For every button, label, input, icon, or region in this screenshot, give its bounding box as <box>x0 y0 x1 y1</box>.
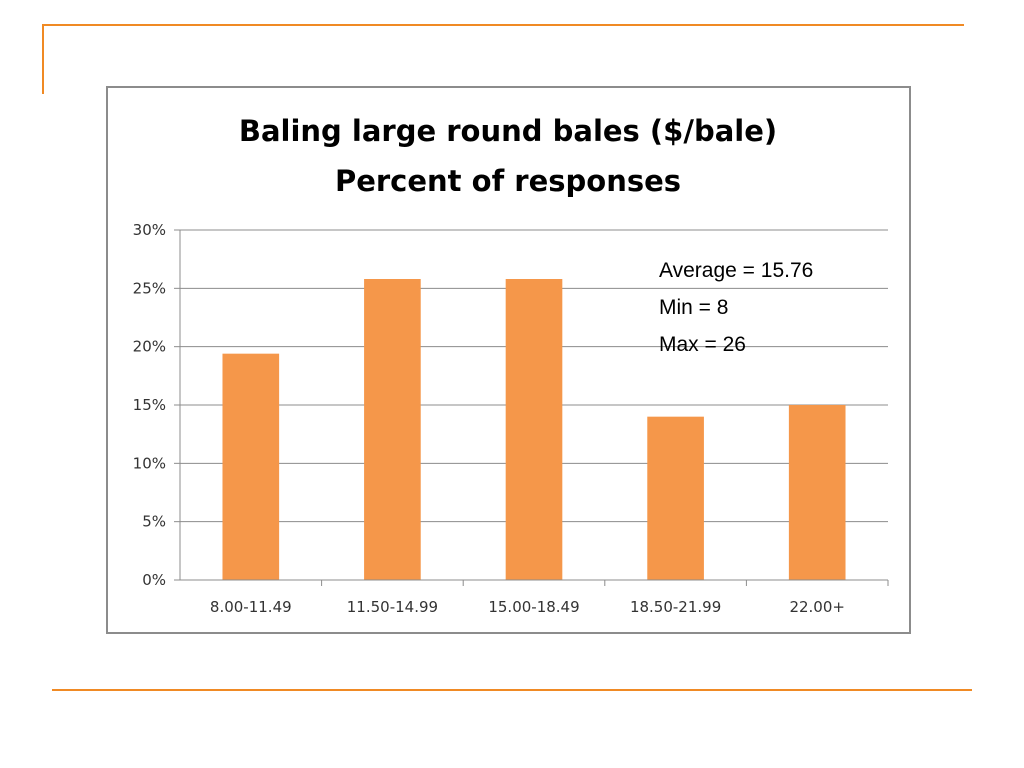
bar-15.00-18.49 <box>505 279 563 580</box>
axes: 0% 5% 10% 15% 20% 25% 30% 8.00-11.49 11.50-14.99… <box>133 221 889 616</box>
summary-stats: Average = 15.76 Min = 8 Max = 26 <box>659 252 813 363</box>
bar-11.50-14.99 <box>364 279 421 580</box>
top-decorative-rule <box>42 24 964 26</box>
x-tick-label-8.00-11.49: 8.00-11.49 <box>210 598 292 616</box>
y-tick-label-20: 20% <box>133 338 166 356</box>
y-tick-label-5: 5% <box>142 513 166 531</box>
y-tick-label-25: 25% <box>133 279 166 297</box>
bottom-decorative-rule <box>52 689 972 691</box>
average-label: Average = 15.76 <box>659 259 814 282</box>
bar-22.00+ <box>788 405 846 580</box>
x-tick-label-15.00-18.49: 15.00-18.49 <box>488 598 579 616</box>
chart-title-line-1: Baling large round bales ($/bale) <box>239 114 777 148</box>
y-tick-label-10: 10% <box>133 454 166 472</box>
x-tick-label-18.50-21.99: 18.50-21.99 <box>630 598 721 616</box>
bars <box>222 279 846 580</box>
y-tick-label-0: 0% <box>142 571 166 589</box>
bar-18.50-21.99 <box>647 416 704 580</box>
y-tick-label-30: 30% <box>133 221 166 239</box>
min-label: Min = 8 <box>659 296 729 319</box>
bar-8.00-11.49 <box>222 353 280 580</box>
x-tick-label-22.00+: 22.00+ <box>789 598 845 616</box>
x-tick-label-11.50-14.99: 11.50-14.99 <box>347 598 438 616</box>
y-tick-label-15: 15% <box>133 396 166 414</box>
max-label: Max = 26 <box>659 333 746 356</box>
bar-chart: Baling large round bales ($/bale) Percen… <box>133 114 889 616</box>
chart-frame: Baling large round bales ($/bale) Percen… <box>106 86 911 634</box>
left-decorative-rule <box>42 24 44 94</box>
chart-title-line-2: Percent of responses <box>335 164 681 198</box>
